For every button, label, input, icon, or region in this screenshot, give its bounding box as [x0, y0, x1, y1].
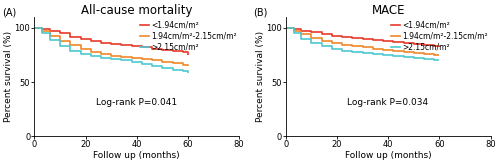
Y-axis label: Percent survival (%): Percent survival (%) — [4, 31, 13, 122]
Text: Log-rank P=0.041: Log-rank P=0.041 — [96, 98, 177, 107]
X-axis label: Follow up (months): Follow up (months) — [345, 151, 432, 160]
Text: Log-rank P=0.034: Log-rank P=0.034 — [348, 98, 428, 107]
Text: (B): (B) — [253, 8, 268, 18]
Title: All-cause mortality: All-cause mortality — [81, 4, 192, 17]
X-axis label: Follow up (months): Follow up (months) — [94, 151, 180, 160]
Title: MACE: MACE — [372, 4, 405, 17]
Legend: <1.94cm/m², 1.94cm/m²-2.15cm/m², >2.15cm/m²: <1.94cm/m², 1.94cm/m²-2.15cm/m², >2.15cm… — [390, 20, 488, 52]
Y-axis label: Percent survival (%): Percent survival (%) — [256, 31, 264, 122]
Text: (A): (A) — [2, 8, 16, 18]
Legend: <1.94cm/m², 1.94cm/m²-2.15cm/m², >2.15cm/m²: <1.94cm/m², 1.94cm/m²-2.15cm/m², >2.15cm… — [138, 20, 237, 52]
